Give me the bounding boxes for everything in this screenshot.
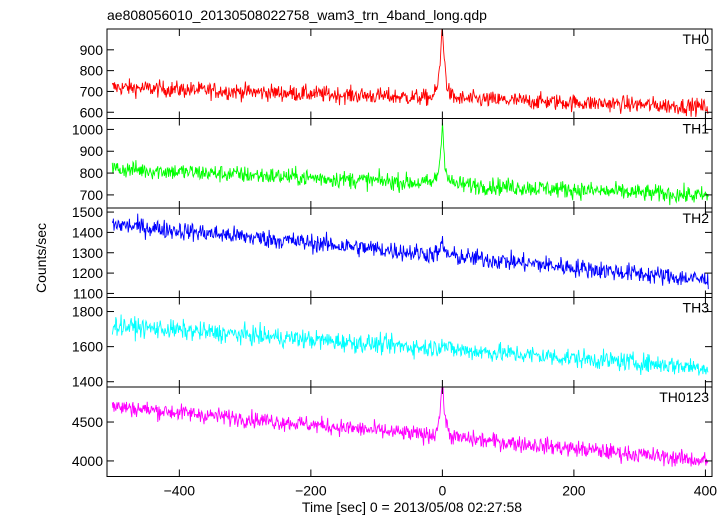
y-tick-label: 700 bbox=[80, 187, 104, 203]
panel-label-th2: TH2 bbox=[683, 210, 710, 226]
y-tick-label: 800 bbox=[80, 63, 104, 79]
y-tick-label: 1800 bbox=[72, 304, 103, 320]
series-line-th0123 bbox=[111, 387, 709, 467]
y-tick-label: 1400 bbox=[72, 224, 103, 240]
series-line-th1 bbox=[111, 122, 709, 206]
y-tick-label: 1000 bbox=[72, 121, 103, 137]
panel-frame-th0123 bbox=[106, 386, 713, 477]
panels-group: TH0 600 700 800 900 TH1 700 800 900 1000 TH2 1100 12… bbox=[72, 28, 717, 499]
y-tick-label: 1500 bbox=[72, 204, 103, 220]
x-tick-label: −200 bbox=[295, 483, 327, 499]
y-axis-label: Counts/sec bbox=[33, 223, 49, 293]
y-tick-label: 1100 bbox=[73, 285, 103, 301]
y-tick-label: 4000 bbox=[72, 453, 103, 469]
y-tick-label: 900 bbox=[80, 42, 104, 58]
series-line-th2 bbox=[111, 213, 709, 290]
y-tick-label: 1200 bbox=[72, 265, 103, 281]
x-tick-label: 400 bbox=[694, 483, 717, 499]
y-tick-label: 1300 bbox=[72, 245, 103, 261]
x-axis-label: Time [sec] 0 = 2013/05/08 02:27:58 bbox=[302, 499, 522, 515]
series-line-th3 bbox=[111, 314, 709, 376]
y-tick-label: 800 bbox=[80, 165, 104, 181]
y-tick-label: 600 bbox=[80, 104, 104, 120]
series-line-th0 bbox=[111, 29, 709, 118]
x-tick-label: 200 bbox=[562, 483, 586, 499]
y-tick-label: 4500 bbox=[72, 414, 103, 430]
y-tick-label: 1400 bbox=[72, 374, 103, 390]
panel-label-th1: TH1 bbox=[683, 121, 710, 137]
panel-label-th0: TH0 bbox=[683, 31, 710, 47]
y-tick-label: 700 bbox=[80, 83, 104, 99]
y-tick-label: 900 bbox=[80, 143, 104, 159]
x-tick-label: 0 bbox=[438, 483, 446, 499]
x-tick-label: −400 bbox=[164, 483, 196, 499]
chart-title: ae808056010_20130508022758_wam3_trn_4ban… bbox=[107, 7, 487, 23]
panel-frame-th3 bbox=[106, 297, 713, 388]
panel-label-th3: TH3 bbox=[683, 300, 710, 316]
y-tick-label: 1600 bbox=[72, 339, 103, 355]
panel-label-th0123: TH0123 bbox=[659, 389, 709, 405]
